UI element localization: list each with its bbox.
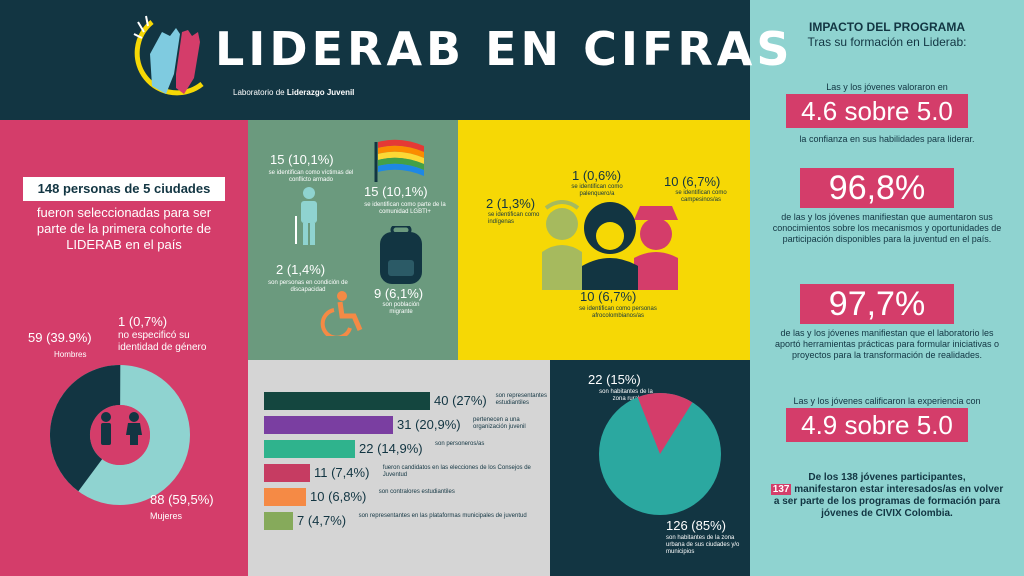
- participants-headline: 148 personas de 5 ciudades: [23, 177, 225, 201]
- gender-pie-chart: [50, 365, 190, 505]
- diverse-people-icon: [542, 200, 678, 290]
- r1-bottom-text: la confianza en sus habilidades para lid…: [799, 134, 975, 144]
- bar-label: pertenecen a una organización juvenil: [473, 417, 526, 430]
- page-title: LIDERAB EN CIFRAS: [215, 22, 794, 76]
- migrante-label: son población migrante: [382, 302, 420, 315]
- bar-label: son representantes en las plataformas mu…: [358, 513, 527, 519]
- people-icon: [101, 412, 142, 445]
- urbana-label: son habitantes de la zona urbana de sus …: [666, 535, 740, 555]
- bar-4: [264, 488, 306, 506]
- header-band: [0, 0, 750, 120]
- bar-3: [264, 464, 310, 482]
- rainbow-flag-icon: [374, 139, 424, 182]
- rural-value: 22 (15%): [588, 372, 641, 387]
- bar-value: 31 (20,9%): [397, 417, 461, 432]
- zones-pie-chart: [599, 393, 721, 515]
- rural-label: son habitantes de la zona rural: [599, 389, 653, 402]
- campesinos-label: se identifican como campesinos/as: [675, 190, 727, 203]
- page-subtitle: Laboratorio de Liderazgo Juvenil: [233, 88, 355, 97]
- bar-1: [264, 416, 393, 434]
- bar-value: 40 (27%): [434, 393, 487, 408]
- palenquero-value: 1 (0,6%): [572, 168, 622, 183]
- r4-top-text: Las y los jóvenes calificaron la experie…: [793, 396, 981, 406]
- r1-big-value: 4.6 sobre 5.0: [786, 94, 968, 128]
- bar-label: son personeros/as: [435, 441, 485, 447]
- bar-label: son contralores estudiantiles: [378, 489, 455, 495]
- high-five-hands-icon: [133, 15, 204, 96]
- campesinos-value: 10 (6,7%): [664, 174, 721, 189]
- bar-value: 11 (7,4%): [314, 465, 370, 480]
- r4-big-value: 4.9 sobre 5.0: [786, 408, 968, 442]
- mujeres-value: 88 (59,5%): [150, 492, 214, 507]
- migrante-value: 9 (6,1%): [374, 286, 424, 301]
- victimas-value: 15 (10,1%): [270, 152, 334, 167]
- victimas-label: se identifican como víctimas del conflic…: [268, 170, 354, 183]
- lgbti-value: 15 (10,1%): [364, 184, 428, 199]
- impact-subtitle: Tras su formación en Liderab:: [807, 35, 967, 49]
- mujeres-label: Mujeres: [150, 511, 183, 521]
- hombres-label: Hombres: [54, 350, 87, 359]
- bar-value: 10 (6,8%): [310, 489, 367, 504]
- afro-label: se identifican como personas afrocolombi…: [579, 306, 657, 319]
- person-with-cane-icon: [295, 187, 317, 245]
- impact-title: IMPACTO DEL PROGRAMA: [808, 20, 965, 34]
- indigenas-value: 2 (1,3%): [486, 196, 536, 211]
- palenquero-label: se identifican como palenquero/a: [571, 184, 623, 197]
- pie-slice-hombres: [50, 365, 190, 505]
- r1-top-text: Las y los jóvenes valoraron en: [826, 82, 948, 92]
- bar-2: [264, 440, 355, 458]
- bar-5: [264, 512, 293, 530]
- bar-value: 7 (4,7%): [297, 513, 347, 528]
- pie-slice-rural: [637, 393, 693, 454]
- wheelchair-icon: [320, 291, 363, 336]
- bar-value: 22 (14,9%): [359, 441, 423, 456]
- r5-text: De los 138 jóvenes participantes, 137 ma…: [770, 472, 1004, 519]
- r2-big-value: 96,8%: [800, 168, 954, 208]
- indigenas-label: se identifican como indígenas: [488, 212, 540, 225]
- bar-label: fueron candidatos en las elecciones de l…: [382, 465, 531, 478]
- discapacidad-value: 2 (1,4%): [276, 262, 326, 277]
- r3-big-value: 97,7%: [800, 284, 954, 324]
- urbana-value: 126 (85%): [666, 518, 726, 533]
- lgbti-label: se identifican como parte de la comunida…: [364, 202, 446, 215]
- bar-label: son representantes estudiantiles: [495, 393, 547, 406]
- backpack-icon: [380, 226, 422, 284]
- r2-bottom-text: de las y los jóvenes manifiestan que aum…: [772, 212, 1002, 244]
- hombres-value: 59 (39.9%): [28, 330, 92, 345]
- no-especifico-value: 1 (0,7%): [118, 314, 168, 329]
- afro-value: 10 (6,7%): [580, 289, 637, 304]
- r3-bottom-text: de las y los jóvenes manifiestan que el …: [774, 328, 1000, 360]
- no-especifico-label: no especificó su identidad de género: [118, 330, 207, 353]
- r5-highlight-number: 137: [770, 484, 792, 495]
- bar-0: [264, 392, 430, 410]
- discapacidad-label: son personas en condición de discapacida…: [268, 280, 348, 293]
- participants-subtext: fueron seleccionadas para ser parte de l…: [36, 205, 212, 252]
